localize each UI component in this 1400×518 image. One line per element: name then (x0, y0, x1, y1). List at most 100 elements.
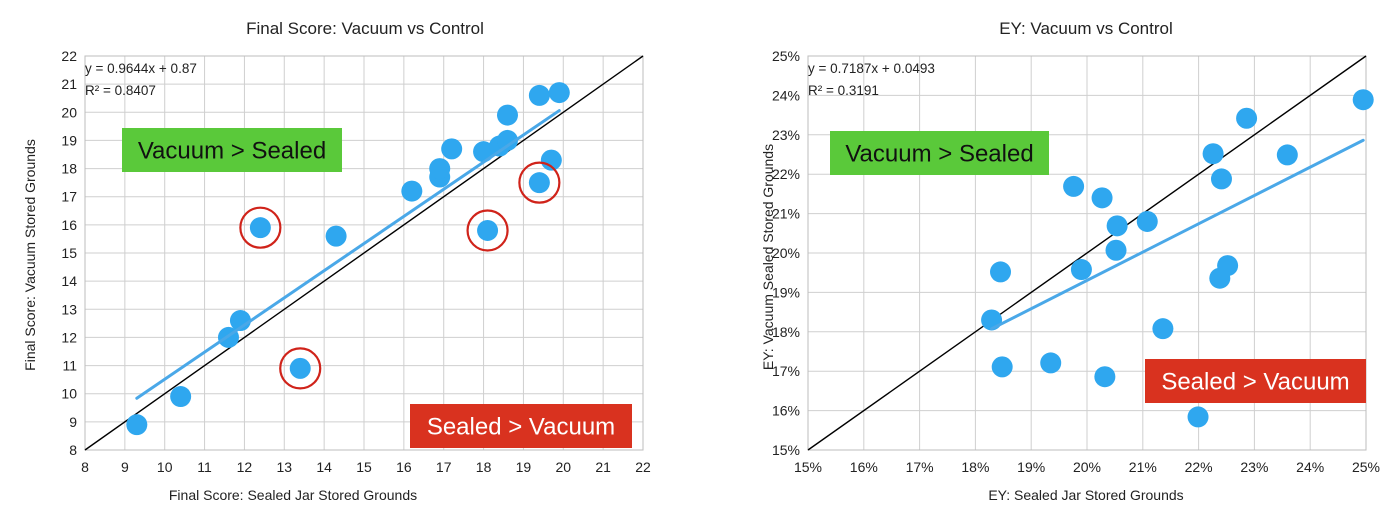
y-tick-label: 19 (61, 132, 77, 148)
y-tick-label: 9 (69, 414, 77, 430)
x-tick-label: 18 (476, 459, 492, 475)
x-tick-label: 20 (555, 459, 571, 475)
x-tick-label: 15 (356, 459, 372, 475)
y-tick-label: 8 (69, 442, 77, 458)
y-tick-label: 16 (61, 217, 77, 233)
data-point (496, 129, 518, 151)
trendline (135, 109, 561, 400)
identity-line (807, 55, 1367, 451)
y-tick-label: 16% (772, 403, 800, 419)
trendline-equation: y = 0.9644x + 0.87 (85, 61, 197, 76)
highlight-circle (466, 209, 509, 252)
x-tick-label: 8 (81, 459, 89, 475)
data-point (477, 219, 499, 241)
data-point (1352, 89, 1374, 111)
data-point (1094, 366, 1116, 388)
plot-border (84, 55, 644, 451)
y-tick-label: 13 (61, 301, 77, 317)
y-tick-label: 20 (61, 104, 77, 120)
x-tick-label: 24% (1296, 459, 1324, 475)
identity-line (84, 55, 644, 451)
trendline (990, 138, 1365, 331)
x-tick-label: 22 (635, 459, 651, 475)
annotation-label: Sealed > Vacuum (427, 414, 615, 441)
annotation-box (410, 404, 632, 448)
grid (84, 55, 644, 451)
data-point (1202, 143, 1224, 165)
annotation-box (122, 128, 342, 172)
data-point (1236, 107, 1258, 129)
chart-title: EY: Vacuum vs Control (999, 19, 1173, 38)
y-axis-label: Final Score: Vacuum Stored Grounds (22, 139, 38, 371)
y-tick-label: 22 (61, 48, 77, 64)
highlight-circle (518, 161, 561, 204)
data-point (170, 386, 192, 408)
data-point (289, 357, 311, 379)
x-tick-label: 19 (516, 459, 532, 475)
chart-title: Final Score: Vacuum vs Control (246, 19, 484, 38)
x-tick-label: 12 (237, 459, 253, 475)
x-tick-label: 16% (850, 459, 878, 475)
y-tick-label: 17 (61, 189, 77, 205)
highlight-circle (239, 206, 282, 249)
x-tick-label: 20% (1073, 459, 1101, 475)
x-tick-label: 17% (906, 459, 934, 475)
x-tick-label: 18% (961, 459, 989, 475)
r-squared-label: R² = 0.3191 (808, 83, 879, 98)
y-tick-label: 10 (61, 386, 77, 402)
data-point (540, 149, 562, 171)
x-tick-label: 9 (121, 459, 129, 475)
y-tick-label: 14 (61, 273, 77, 289)
annotation-label: Sealed > Vacuum (1161, 369, 1349, 396)
x-tick-label: 25% (1352, 459, 1380, 475)
final-score-plot: Final Score: Vacuum vs Control Final Sco… (22, 19, 651, 503)
x-tick-label: 13 (276, 459, 292, 475)
y-tick-label: 22% (772, 166, 800, 182)
highlight-circle (279, 347, 322, 390)
data-point (1091, 187, 1113, 209)
y-tick-label: 11 (62, 358, 77, 374)
y-tick-label: 24% (772, 87, 800, 103)
data-point (496, 104, 518, 126)
data-point (548, 82, 570, 104)
y-tick-label: 19% (772, 284, 800, 300)
data-point (249, 217, 271, 239)
data-point (1187, 406, 1209, 428)
ey-plot: EY: Vacuum vs Control EY: Sealed Jar Sto… (760, 19, 1380, 503)
data-point (991, 356, 1013, 378)
x-tick-label: 14 (316, 459, 332, 475)
annotation-box (830, 131, 1049, 175)
x-tick-label: 21% (1129, 459, 1157, 475)
data-point (1217, 255, 1239, 277)
data-point (1106, 215, 1128, 237)
y-tick-label: 12 (61, 329, 77, 345)
final-score-chart: Final Score: Vacuum vs Control Final Sco… (22, 19, 651, 503)
x-tick-label: 19% (1017, 459, 1045, 475)
y-tick-label: 18 (61, 161, 77, 177)
data-point (1136, 210, 1158, 232)
y-tick-label: 17% (772, 363, 800, 379)
y-tick-label: 18% (772, 324, 800, 340)
data-point (1063, 175, 1085, 197)
x-tick-label: 15% (794, 459, 822, 475)
annotation-box (1145, 359, 1366, 403)
data-point (990, 261, 1012, 283)
y-tick-label: 15 (61, 245, 77, 261)
y-tick-label: 21% (772, 206, 800, 222)
x-axis-label: EY: Sealed Jar Stored Grounds (988, 487, 1183, 503)
x-tick-label: 17 (436, 459, 452, 475)
data-point (1105, 239, 1127, 261)
x-tick-label: 10 (157, 459, 173, 475)
x-tick-label: 22% (1185, 459, 1213, 475)
data-point (1276, 144, 1298, 166)
annotation-label: Vacuum > Sealed (138, 138, 326, 165)
x-tick-label: 21 (595, 459, 611, 475)
data-point (441, 138, 463, 160)
y-tick-label: 23% (772, 127, 800, 143)
x-tick-label: 11 (197, 459, 212, 475)
data-point (528, 172, 550, 194)
x-axis-label: Final Score: Sealed Jar Stored Grounds (169, 487, 417, 503)
data-point (126, 414, 148, 436)
data-point (1070, 259, 1092, 281)
data-point (1040, 352, 1062, 374)
